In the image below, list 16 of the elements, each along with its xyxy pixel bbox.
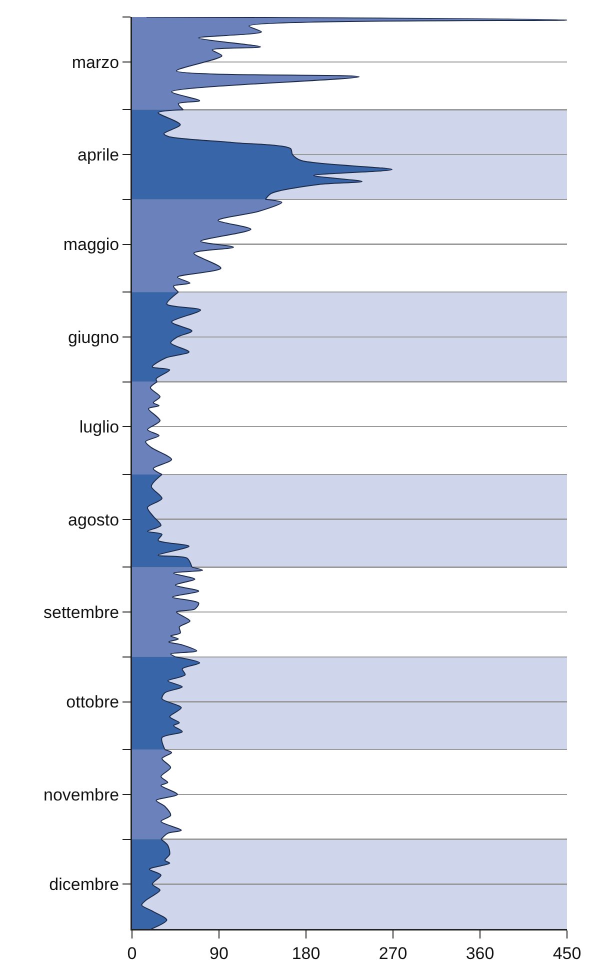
y-tick-label: settembre bbox=[44, 602, 120, 622]
y-tick-label: maggio bbox=[63, 235, 120, 254]
x-tick-label: 450 bbox=[552, 944, 582, 963]
x-tick-label: 180 bbox=[292, 944, 320, 963]
y-tick-label: ottobre bbox=[66, 692, 120, 712]
y-tick-label: luglio bbox=[79, 418, 120, 437]
x-tick-label: 270 bbox=[378, 944, 408, 963]
y-tick-label: agosto bbox=[68, 510, 120, 530]
y-tick-label: giugno bbox=[68, 328, 120, 347]
x-tick-label: 90 bbox=[210, 944, 228, 963]
x-tick-label: 0 bbox=[127, 944, 137, 963]
x-tick-label: 360 bbox=[466, 944, 494, 963]
y-tick-label: novembre bbox=[43, 785, 120, 804]
y-tick-label: dicembre bbox=[49, 875, 120, 894]
y-tick-label: aprile bbox=[78, 146, 120, 164]
y-tick-label: marzo bbox=[72, 52, 120, 72]
